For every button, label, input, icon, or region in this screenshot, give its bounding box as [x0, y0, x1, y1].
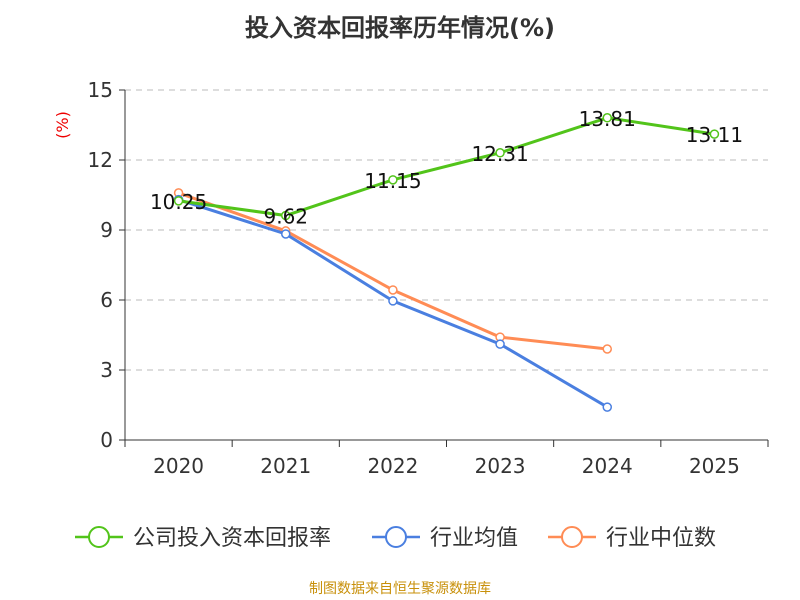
- data-point: [602, 113, 612, 123]
- data-point: [495, 148, 505, 158]
- legend-label: 行业中位数: [606, 526, 716, 551]
- x-tick-label: 2025: [689, 454, 740, 478]
- data-label: 13.11: [686, 123, 743, 147]
- y-tick-label: 0: [100, 428, 113, 452]
- data-point: [281, 210, 291, 221]
- data-point: [388, 296, 398, 306]
- data-label: 13.81: [579, 107, 636, 131]
- data-point: [602, 344, 612, 354]
- legend-marker: [561, 526, 583, 548]
- legend-marker: [385, 526, 407, 548]
- data-point: [709, 129, 720, 139]
- series-line-0: [178, 116, 715, 218]
- series-line-2: [178, 191, 608, 351]
- data-label: 11.15: [364, 169, 421, 193]
- data-point: [388, 175, 398, 185]
- x-tick-label: 2023: [475, 454, 526, 478]
- x-tick-label: 2022: [367, 454, 418, 478]
- x-tick-label: 2020: [153, 454, 204, 478]
- data-label: 9.62: [263, 205, 308, 229]
- legend-label: 公司投入资本回报率: [133, 526, 331, 551]
- data-label: 12.31: [471, 142, 528, 166]
- y-tick-label: 12: [88, 148, 113, 172]
- data-label: 10.25: [150, 190, 207, 214]
- chart-title: 投入资本回报率历年情况(%): [245, 14, 555, 42]
- y-tick-label: 9: [100, 218, 113, 242]
- legend-label: 行业均值: [430, 526, 518, 551]
- x-tick-label: 2024: [582, 454, 633, 478]
- y-axis-label: (%): [53, 111, 72, 139]
- data-point: [173, 196, 184, 206]
- legend-marker: [88, 526, 110, 548]
- data-point: [602, 402, 612, 412]
- x-tick-label: 2021: [260, 454, 311, 478]
- y-tick-label: 15: [88, 78, 113, 102]
- data-point: [388, 285, 398, 295]
- y-tick-label: 6: [100, 288, 113, 312]
- y-tick-label: 3: [100, 358, 113, 382]
- data-point: [281, 229, 291, 239]
- data-point: [495, 339, 505, 349]
- source-note: 制图数据来自恒生聚源数据库: [309, 581, 491, 597]
